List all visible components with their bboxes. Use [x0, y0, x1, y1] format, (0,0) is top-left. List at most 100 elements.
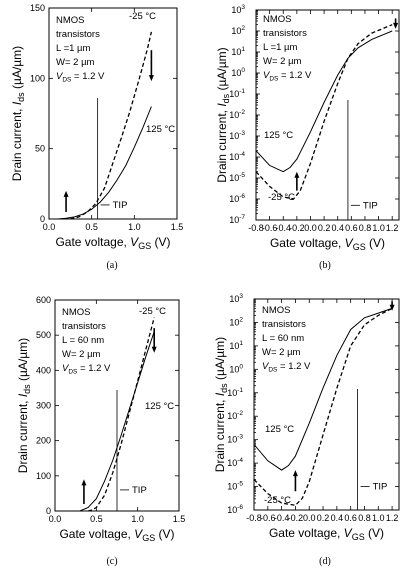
x-tick-label: 1.2 [386, 223, 399, 233]
y-tick-exponent: 1 [239, 340, 243, 347]
y-tick-base: 10 [231, 47, 241, 57]
series-label-125C: 125 °C [146, 124, 175, 135]
x-tick-label: -0.6 [262, 223, 278, 233]
annotation-vds: VDS = 1.2 V [56, 71, 105, 84]
y-tick-exponent: -4 [237, 457, 243, 464]
y-tick-exponent: 0 [241, 67, 245, 74]
y-axis-label-symbol: I [16, 393, 30, 397]
y-tick-label: 200 [36, 436, 51, 446]
annotation-vds-subscript: DS [62, 77, 72, 84]
y-tick-label: 100 [229, 363, 243, 374]
series-line-minus25C [87, 317, 155, 511]
annotation-vds-value: = 1.2 V [278, 70, 312, 81]
annotation-vds-subscript: DS [68, 369, 78, 376]
chart-c: 0.0 0.5 1.0 1.5 0 100 200 300 400 500 600 Gate volt… [16, 295, 185, 567]
y-tick-label: 100 [30, 73, 45, 83]
y-tick-exponent: -2 [237, 410, 243, 417]
y-tick-base: 10 [229, 341, 239, 351]
y-tick-base: 10 [227, 435, 237, 445]
y-tick-label: 300 [36, 401, 51, 411]
x-axis-label: Gate voltage, VGS (V) [269, 526, 384, 542]
y-tick-label: 10-1 [227, 387, 243, 398]
y-tick-exponent: -7 [239, 214, 245, 221]
y-tick-exponent: -5 [237, 481, 243, 488]
x-tick-label: -0.4 [274, 513, 290, 523]
annotation-length: L =1 µm [263, 42, 298, 53]
x-tick-label: 1.5 [173, 514, 186, 524]
y-tick-exponent: -3 [239, 130, 245, 137]
annotation-vds: VDS = 1.2 V [62, 363, 111, 376]
x-axis-label: Gate voltage, VGS (V) [270, 236, 385, 252]
y-tick-base: 10 [229, 294, 239, 304]
y-axis-label-text: Drain current, [213, 396, 227, 472]
x-tick-label: 0.5 [90, 514, 103, 524]
y-tick-label: 50 [35, 144, 45, 154]
series-label-125C: 125 °C [145, 401, 174, 412]
y-tick-label: 10-1 [229, 88, 245, 99]
y-tick-label: 0 [40, 214, 45, 224]
tip-label: TIP [132, 485, 147, 496]
y-tick-base: 10 [229, 131, 239, 141]
y-tick-label: 400 [36, 365, 51, 375]
y-tick-label: 10-3 [229, 130, 245, 141]
x-axis-label-text: Gate voltage, [59, 527, 134, 541]
y-tick-base: 10 [231, 5, 241, 15]
y-axis-label-symbol: I [10, 101, 24, 105]
trend-arrow-head [63, 190, 69, 197]
annotation-device: NMOS [56, 15, 85, 26]
annotation-type: transistors [262, 319, 306, 330]
x-tick-label: 1.0 [372, 223, 385, 233]
x-tick-label: 1.0 [128, 222, 141, 232]
y-tick-exponent: -6 [239, 193, 245, 200]
annotation-vds-symbol: V [62, 363, 70, 374]
x-axis-label-text: Gate voltage, [270, 236, 345, 250]
y-tick-base: 10 [231, 68, 241, 78]
chart-b: -0.8-0.6-0.4-0.2 0.0 0.2 0.4 0.6 0.8 1.0 1.210-… [215, 4, 400, 271]
x-axis-label-symbol: V [130, 235, 139, 249]
annotation-device: NMOS [62, 307, 91, 318]
x-axis-label-subscript: GS [142, 533, 155, 543]
series-label-minus25C: -25 °C [268, 192, 295, 203]
x-axis-label-symbol: V [345, 236, 354, 250]
y-axis-label-symbol: I [215, 103, 229, 107]
x-axis-label-text: Gate voltage, [269, 526, 344, 540]
y-tick-label: 103 [229, 293, 243, 304]
x-tick-label: -0.8 [246, 513, 262, 523]
annotation-vds-symbol: V [263, 70, 271, 81]
y-tick-label: 10-7 [229, 214, 245, 225]
y-axis-label-unit: (µA/µm) [213, 337, 227, 384]
y-axis-label-subscript: ds [221, 93, 231, 103]
annotation-width: W= 2 µm [262, 347, 301, 358]
trend-arrow-head [389, 304, 395, 311]
y-tick-exponent: 2 [241, 25, 245, 32]
y-tick-exponent: 1 [241, 46, 245, 53]
trend-arrow-head [151, 346, 157, 353]
y-tick-base: 10 [229, 173, 239, 183]
series-line-minus25C [254, 307, 393, 506]
annotation-vds-subscript: DS [269, 76, 279, 83]
x-tick-label: 0.0 [304, 223, 317, 233]
annotation-vds: VDS = 1.2 V [262, 361, 311, 374]
series-label-125C: 125 °C [265, 424, 294, 435]
y-tick-label: 101 [231, 46, 245, 57]
y-tick-exponent: -2 [239, 109, 245, 116]
x-tick-label: 0.4 [331, 513, 344, 523]
x-tick-label: 0.4 [331, 223, 344, 233]
y-tick-base: 10 [227, 411, 237, 421]
x-tick-label: 0.0 [303, 513, 316, 523]
annotation-length: L =1 µm [56, 43, 91, 54]
y-tick-base: 10 [231, 26, 241, 36]
panel-caption: (a) [106, 260, 117, 271]
y-axis-label-subscript: ds [219, 383, 229, 393]
x-axis-label: Gate voltage, VGS (V) [55, 235, 170, 251]
y-axis-label: Drain current, Ids (µA/µm) [16, 338, 32, 473]
x-tick-label: 0.6 [345, 223, 358, 233]
y-axis-label-unit: (µA/µm) [16, 338, 30, 385]
y-tick-base: 10 [229, 110, 239, 120]
y-axis-label-subscript: ds [16, 92, 26, 102]
y-tick-exponent: 3 [239, 293, 243, 300]
x-tick-label: 0.0 [43, 222, 56, 232]
y-tick-base: 10 [229, 317, 239, 327]
y-tick-label: 102 [231, 25, 245, 36]
